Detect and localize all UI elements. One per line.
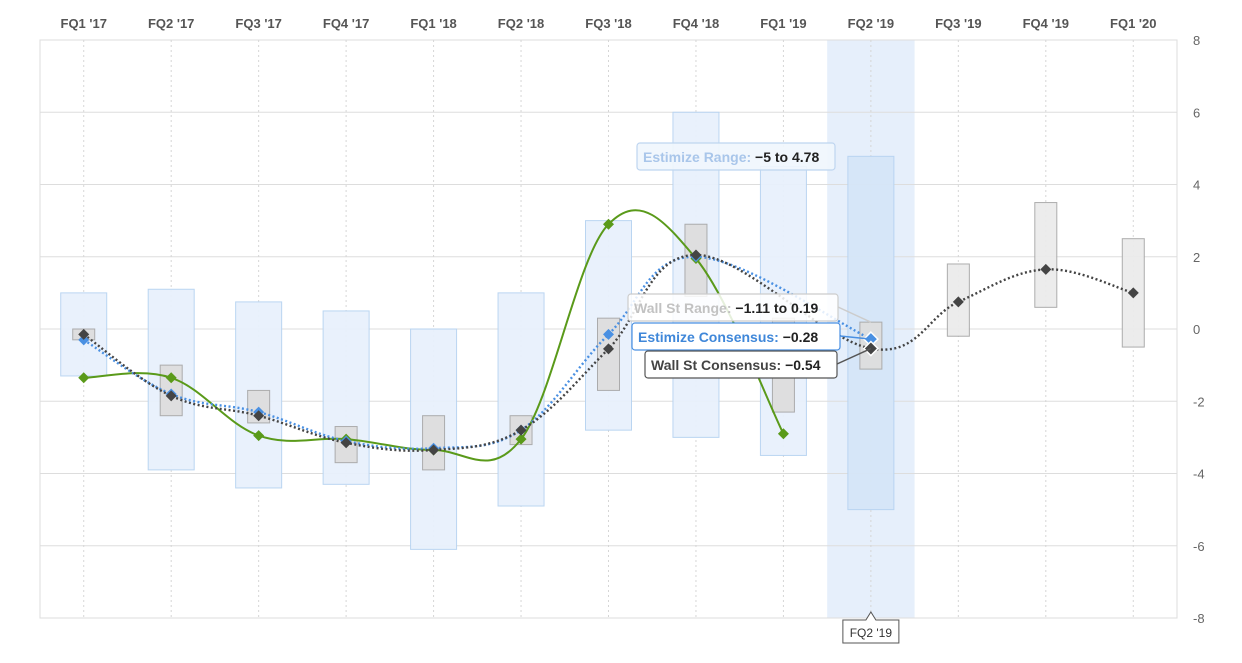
- x-tick-label: FQ4 '19: [1023, 16, 1069, 31]
- y-tick-label: -2: [1193, 394, 1205, 409]
- series-point-2: [78, 372, 90, 384]
- gridlines: [39, 39, 1178, 619]
- series-point-2: [603, 218, 614, 230]
- tooltips: Estimize Range: −5 to 4.78 Wall St Range:…: [627, 142, 900, 644]
- x-tick-label: FQ2 '18: [498, 16, 544, 31]
- y-tick-label: -8: [1193, 611, 1205, 626]
- tooltip-connector: [837, 306, 872, 323]
- tooltip-connector: [836, 347, 872, 365]
- tooltip-sep: :: [774, 329, 783, 345]
- crosshair-label-box: [842, 611, 900, 644]
- series-point-0: [165, 390, 177, 402]
- estimize-range-box: [147, 288, 195, 471]
- y-tick-label: 6: [1193, 105, 1200, 120]
- tooltip-label: Wall St Range: [634, 300, 727, 316]
- tooltip-box: [631, 322, 841, 351]
- y-tick-label: 0: [1193, 322, 1200, 337]
- x-tick-label: FQ2 '17: [148, 16, 194, 31]
- x-tick-label: FQ3 '19: [935, 16, 981, 31]
- series-point-0: [1127, 287, 1139, 299]
- y-tick-label: -6: [1193, 539, 1205, 554]
- x-tick-label: FQ3 '17: [235, 16, 281, 31]
- tooltip-value: −0.28: [783, 329, 819, 345]
- series-point-2: [515, 433, 527, 445]
- tooltip-text: Estimize Range: −5 to 4.78: [643, 149, 819, 165]
- x-tick-label: FQ1 '17: [61, 16, 107, 31]
- tooltip-value: −5 to 4.78: [755, 149, 819, 165]
- tooltip-label: Estimize Range: [643, 149, 747, 165]
- wallst-range-box: [1034, 202, 1058, 308]
- x-tick-label: FQ1 '18: [410, 16, 456, 31]
- series-point-0: [952, 296, 964, 308]
- series-point-0: [428, 444, 440, 456]
- tooltip-value: −1.11 to 0.19: [735, 300, 818, 316]
- y-tick-label: -4: [1193, 467, 1205, 482]
- tooltip-sep: :: [746, 149, 755, 165]
- series-point-1: [603, 328, 614, 340]
- series-point-0: [78, 328, 90, 340]
- series-point-0: [340, 437, 352, 449]
- x-tick-label: FQ1 '20: [1110, 16, 1156, 31]
- y-tick-label: 2: [1193, 250, 1200, 265]
- tooltip-sep: :: [727, 300, 736, 316]
- estimize-range-box: [497, 292, 545, 507]
- series-point-0: [603, 343, 614, 355]
- series-point-0: [862, 340, 879, 357]
- series-point-0: [515, 424, 527, 436]
- series-points: [78, 218, 1139, 456]
- tooltip-box: [636, 142, 836, 171]
- x-tick-label: FQ4 '18: [673, 16, 719, 31]
- x-tick-label: FQ3 '18: [585, 16, 631, 31]
- x-tick-label: FQ4 '17: [323, 16, 369, 31]
- series-point-0: [1040, 263, 1052, 275]
- tooltip-connector: [839, 335, 871, 340]
- x-tick-label: FQ1 '19: [760, 16, 806, 31]
- tooltip-text: Wall St Consensus: −0.54: [651, 357, 821, 373]
- tooltip-box: [644, 350, 838, 379]
- tooltip-text: Wall St Range: −1.11 to 0.19: [634, 300, 818, 316]
- x-axis-labels: FQ1 '17 FQ2 '17 FQ3 '17 FQ4 '17 FQ1 '18 FQ2 '…: [61, 16, 1157, 31]
- tooltip-label: Estimize Consensus: [638, 329, 774, 345]
- tooltip-value: −0.54: [785, 357, 821, 373]
- tooltip-box: [627, 293, 839, 322]
- x-tick-label: FQ2 '19: [848, 16, 894, 31]
- tooltip-text: Estimize Consensus: −0.28: [638, 329, 818, 345]
- y-tick-label: 8: [1193, 33, 1200, 48]
- series-point-0: [690, 249, 702, 261]
- series-point-2: [165, 372, 177, 384]
- series-point-0: [253, 410, 265, 422]
- y-axis-labels: 8 6 4 2 0 -2 -4 -6 -8: [1193, 33, 1205, 626]
- series-point-2: [253, 430, 265, 442]
- y-tick-label: 4: [1193, 178, 1200, 193]
- tooltip-sep: :: [777, 357, 786, 373]
- series-point-2: [777, 428, 789, 440]
- crosshair-label: FQ2 '19: [850, 626, 893, 640]
- tooltip-label: Wall St Consensus: [651, 357, 777, 373]
